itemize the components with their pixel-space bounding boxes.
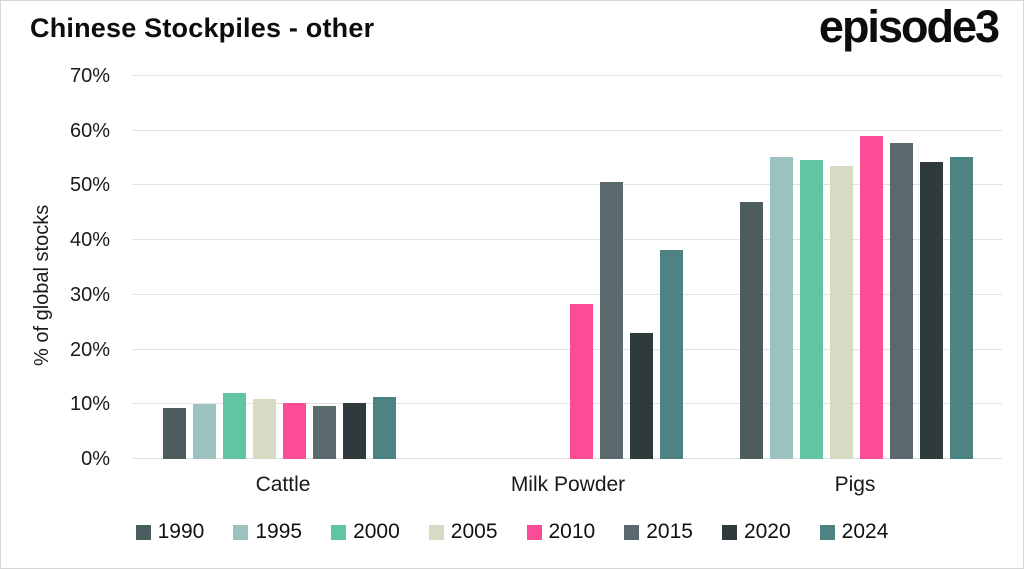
bar-cattle-2020 (342, 402, 366, 459)
legend-item-2024: 2024 (819, 520, 889, 544)
gridline-0% (132, 458, 1002, 459)
bar-pigs-2000 (799, 159, 823, 459)
legend-label-2000: 2000 (353, 520, 400, 543)
legend-swatch-1995 (233, 524, 249, 540)
legend-label-2010: 2010 (548, 520, 596, 543)
x-label-pigs: Pigs (834, 473, 876, 496)
y-tick-50%: 50% (69, 174, 110, 197)
legend-item-2005: 2005 (428, 520, 498, 544)
bar-pigs-2010 (859, 136, 883, 459)
legend-swatch-2015 (624, 524, 640, 540)
legend-label-2015: 2015 (646, 520, 693, 543)
y-tick-40%: 40% (69, 229, 110, 252)
y-tick-20%: 20% (69, 338, 110, 361)
legend-label-2005: 2005 (450, 520, 498, 543)
gridline-70% (132, 75, 1002, 76)
legend-item-2015: 2015 (624, 520, 693, 544)
bar-pigs-2024 (949, 156, 973, 459)
bar-cattle-1990 (162, 407, 186, 459)
bar-group-milk-powder (450, 181, 683, 459)
bar-pigs-2005 (829, 165, 853, 459)
legend-swatch-2024 (819, 524, 835, 540)
legend-label-2020: 2020 (743, 520, 791, 543)
bar-cattle-1995 (192, 404, 216, 459)
legend-item-1990: 1990 (135, 520, 205, 544)
bar-cattle-2010 (282, 403, 306, 459)
chart-title: Chinese Stockpiles - other (30, 13, 375, 43)
plot-area (132, 75, 1002, 459)
legend-label-1990: 1990 (157, 520, 205, 543)
bar-pigs-1995 (769, 156, 793, 459)
bar-pigs-2015 (889, 142, 913, 459)
bar-cattle-2000 (222, 392, 246, 459)
legend-label-2024: 2024 (841, 520, 889, 543)
bar-cattle-2024 (372, 396, 396, 459)
y-tick-70%: 70% (69, 65, 110, 87)
legend-swatch-2010 (526, 524, 542, 540)
x-label-milk-powder: Milk Powder (510, 473, 626, 496)
y-tick-0%: 0% (81, 448, 110, 470)
bar-milk-powder-2024 (659, 250, 683, 459)
episode3-logo: episode3 (818, 1, 1000, 52)
legend-swatch-2020 (721, 524, 737, 540)
gridline-40% (132, 239, 1002, 241)
bar-pigs-2020 (919, 161, 943, 459)
legend-item-2010: 2010 (526, 520, 596, 544)
legend-swatch-1990 (135, 524, 151, 540)
bar-cattle-2015 (312, 405, 336, 459)
gridline-30% (132, 293, 1002, 295)
y-tick-60%: 60% (69, 119, 110, 142)
gridline-20% (132, 348, 1002, 350)
gridline-50% (132, 184, 1002, 186)
y-tick-10%: 10% (69, 393, 110, 416)
legend-item-2000: 2000 (331, 520, 400, 544)
bar-group-cattle (162, 392, 396, 459)
legend: 1990 1995 2000 2005 2010 2015 2020 2024 (0, 520, 1024, 544)
legend-swatch-2000 (331, 524, 347, 540)
y-tick-30%: 30% (69, 283, 110, 306)
gridline-60% (132, 129, 1002, 131)
bar-milk-powder-2020 (629, 333, 653, 459)
bar-milk-powder-2015 (599, 181, 623, 459)
gridline-10% (132, 403, 1002, 405)
legend-swatch-2005 (428, 524, 444, 540)
legend-item-2020: 2020 (721, 520, 791, 544)
x-label-cattle: Cattle (255, 473, 311, 496)
bar-group-pigs (739, 136, 973, 459)
bar-cattle-2005 (252, 398, 276, 459)
bar-pigs-1990 (739, 201, 763, 459)
legend-item-1995: 1995 (233, 520, 302, 544)
bar-milk-powder-2010 (569, 304, 593, 459)
legend-label-1995: 1995 (255, 520, 303, 543)
